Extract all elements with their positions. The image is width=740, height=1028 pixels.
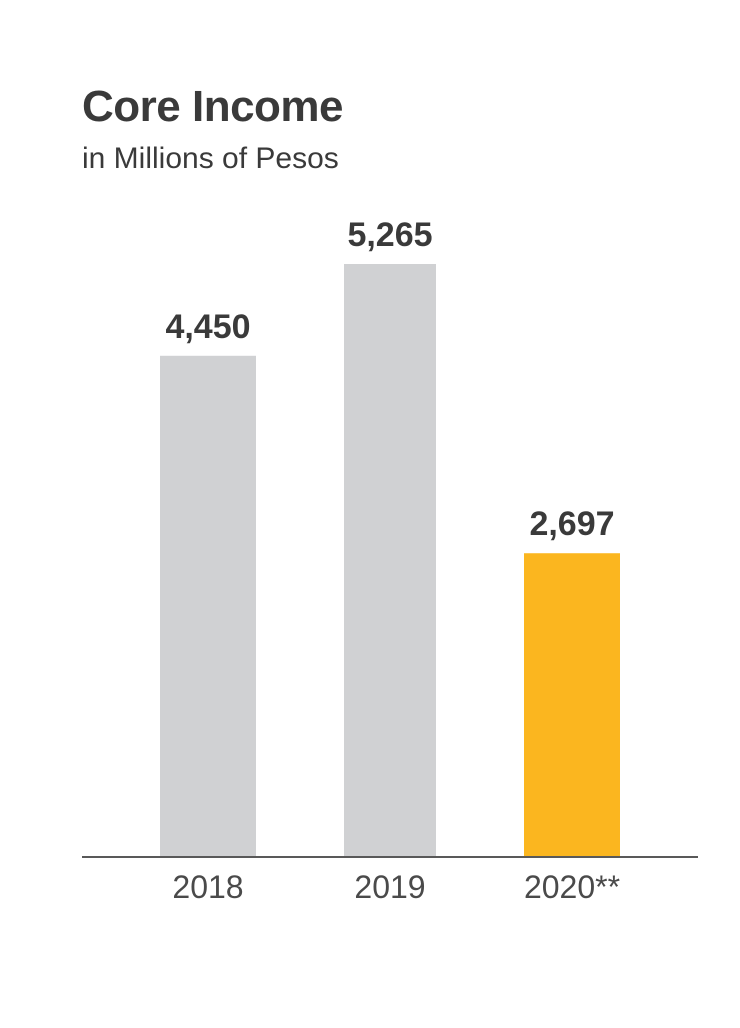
bar-2020 — [524, 553, 620, 857]
x-tick-label-2020: 2020** — [524, 869, 620, 905]
value-label-2020: 2,697 — [529, 505, 614, 543]
x-tick-label-2018: 2018 — [172, 869, 243, 905]
bar-2019 — [344, 263, 436, 857]
value-label-2018: 4,450 — [165, 308, 250, 346]
bar-2018 — [160, 355, 256, 857]
chart-title: Core Income — [82, 82, 344, 131]
value-label-2019: 5,265 — [347, 216, 432, 254]
x-tick-label-2019: 2019 — [354, 869, 425, 905]
chart-subtitle: in Millions of Pesos — [82, 142, 339, 175]
